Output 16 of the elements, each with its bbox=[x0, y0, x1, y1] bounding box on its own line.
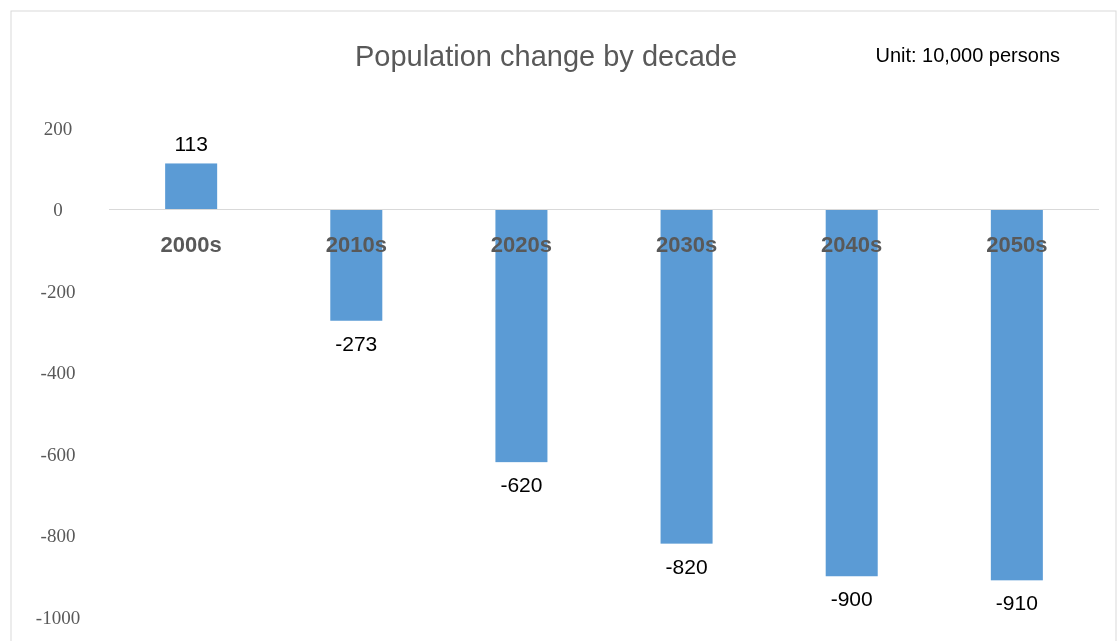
data-label: -273 bbox=[335, 331, 378, 355]
text: Unit: 10,000 persons bbox=[875, 44, 1060, 66]
y-tick-label: -400 bbox=[40, 362, 76, 384]
data-label: -820 bbox=[665, 554, 708, 578]
data-label: -900 bbox=[830, 587, 873, 611]
y-tick-label: -600 bbox=[40, 443, 76, 465]
y-tick-label: -200 bbox=[40, 280, 76, 302]
data-label: -910 bbox=[995, 591, 1038, 615]
y-tick-label: 0 bbox=[53, 199, 63, 221]
x-tick-label: 2000s bbox=[160, 231, 222, 257]
y-tick-label: 200 bbox=[43, 117, 73, 139]
data-label: 113 bbox=[174, 132, 208, 156]
data-label: -620 bbox=[500, 473, 543, 497]
y-tick-label: -800 bbox=[40, 525, 76, 547]
y-tick-label: -1000 bbox=[35, 606, 81, 628]
chart-title: Population change by decade bbox=[354, 40, 738, 72]
